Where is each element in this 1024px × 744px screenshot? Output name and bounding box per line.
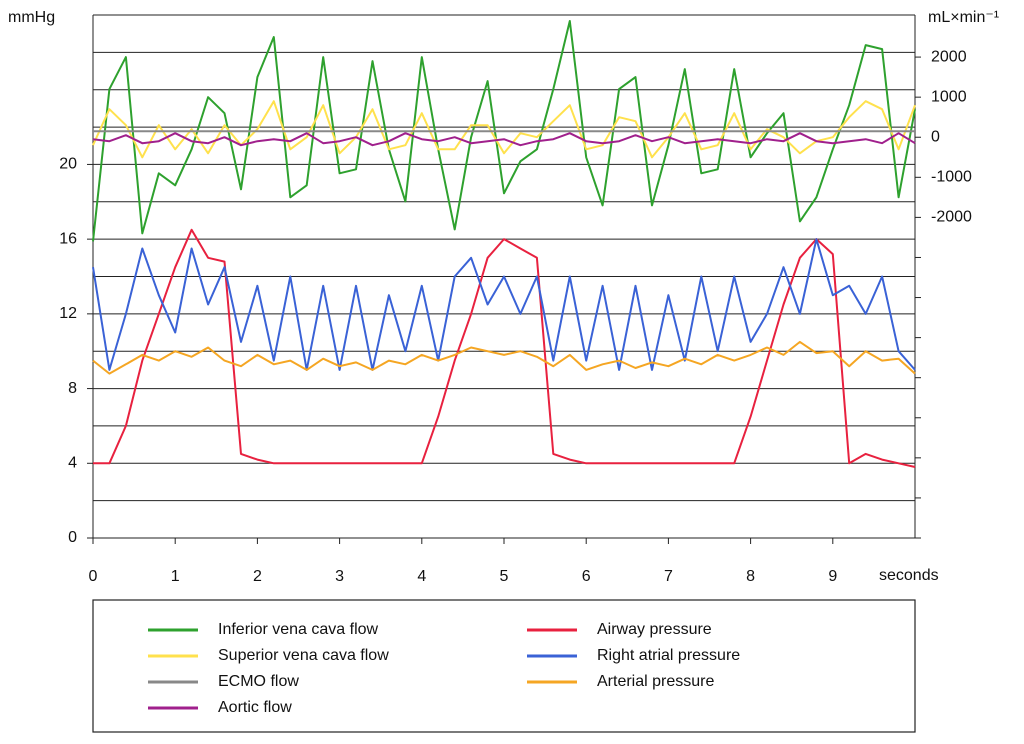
x-tick-label: 8 bbox=[746, 568, 755, 585]
y2-tick-label: -2000 bbox=[931, 209, 972, 226]
y-axis-label: mmHg bbox=[8, 9, 55, 26]
series-line bbox=[92, 340, 916, 375]
series-line bbox=[93, 228, 916, 468]
legend-label: Aortic flow bbox=[218, 699, 292, 716]
y2-tick-label: 2000 bbox=[931, 48, 967, 65]
legend-label: ECMO flow bbox=[218, 673, 299, 690]
legend-label: Arterial pressure bbox=[597, 673, 714, 690]
y-tick-label: 16 bbox=[59, 230, 77, 247]
series-line bbox=[92, 238, 916, 371]
x-tick-label: 6 bbox=[582, 568, 591, 585]
x-tick-label: 9 bbox=[828, 568, 837, 585]
legend-label: Inferior vena cava flow bbox=[218, 621, 379, 638]
legend-label: Right atrial pressure bbox=[597, 647, 740, 664]
legend-label: Superior vena cava flow bbox=[218, 647, 389, 664]
y2-tick-label: -1000 bbox=[931, 169, 972, 186]
x-tick-label: 0 bbox=[89, 568, 98, 585]
y2-tick-label: 0 bbox=[931, 128, 940, 145]
x-tick-label: 2 bbox=[253, 568, 262, 585]
series-line bbox=[92, 132, 916, 147]
y2-axis-label: mL×min⁻¹ bbox=[928, 9, 999, 26]
x-axis-label: seconds bbox=[879, 567, 939, 584]
x-tick-label: 3 bbox=[335, 568, 344, 585]
series-line bbox=[92, 20, 916, 242]
y-tick-label: 4 bbox=[68, 455, 77, 472]
series-line bbox=[92, 100, 916, 159]
y-tick-label: 0 bbox=[68, 529, 77, 546]
legend-label: Airway pressure bbox=[597, 621, 712, 638]
legend-box bbox=[92, 599, 916, 733]
y-tick-label: 8 bbox=[68, 380, 77, 397]
x-tick-label: 4 bbox=[417, 568, 426, 585]
y-tick-label: 20 bbox=[59, 156, 77, 173]
y-tick-label: 12 bbox=[59, 305, 77, 322]
x-tick-label: 1 bbox=[171, 568, 180, 585]
x-tick-label: 7 bbox=[664, 568, 673, 585]
x-tick-label: 5 bbox=[500, 568, 509, 585]
y2-tick-label: 1000 bbox=[931, 88, 967, 105]
